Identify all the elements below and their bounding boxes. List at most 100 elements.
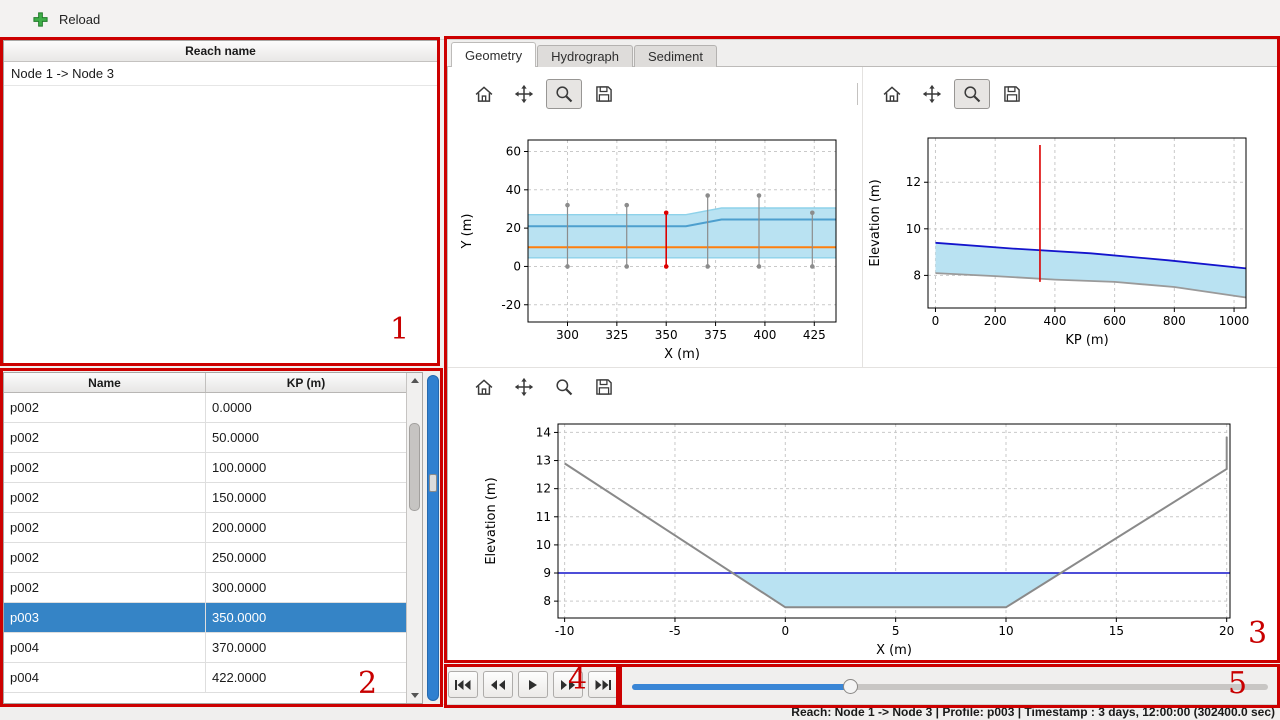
cell-profile-kp[interactable]: 370.0000: [212, 640, 267, 655]
cell-profile-kp[interactable]: 350.0000: [212, 610, 267, 625]
profile-table-row[interactable]: p002 100.0000: [4, 453, 406, 483]
profile-table-row[interactable]: p002 0.0000: [4, 393, 406, 423]
save-button[interactable]: [586, 372, 622, 402]
vertical-position-slider[interactable]: [427, 375, 439, 701]
profile-table-row[interactable]: p002 200.0000: [4, 513, 406, 543]
playback-controls: [448, 671, 618, 698]
fast-forward-icon: [561, 679, 575, 690]
svg-text:200: 200: [984, 314, 1007, 328]
cell-profile-kp[interactable]: 150.0000: [212, 490, 267, 505]
plan-view-chart[interactable]: 300 325 350 375 400 425 -20 0 20 40 60 X (m) Y (m): [456, 116, 862, 366]
timeline-handle[interactable]: [842, 679, 858, 694]
save-icon: [1004, 86, 1020, 102]
zoom-button[interactable]: [546, 372, 582, 402]
skip-end-icon: [595, 679, 611, 690]
timeline-track[interactable]: [632, 684, 1268, 690]
tab-hydrograph[interactable]: Hydrograph: [537, 45, 634, 67]
home-icon: [475, 379, 493, 395]
cell-profile-name[interactable]: p004: [4, 633, 206, 662]
magnifier-icon: [556, 379, 573, 396]
profile-table-row[interactable]: p003 350.0000: [4, 603, 406, 633]
profile-table-row[interactable]: p002 300.0000: [4, 573, 406, 603]
pan-arrows-icon: [514, 84, 534, 104]
reach-list-item[interactable]: Node 1 -> Node 3: [4, 62, 437, 86]
svg-text:11: 11: [536, 510, 551, 524]
profile-table-row[interactable]: p004 370.0000: [4, 633, 406, 663]
pan-button[interactable]: [914, 79, 950, 109]
svg-text:800: 800: [1163, 314, 1186, 328]
play-icon: [529, 679, 537, 690]
svg-text:Elevation (m): Elevation (m): [868, 179, 883, 266]
long-profile-chart[interactable]: 0 200 400 600 800 1000 8 10 12 KP (m) Elevation (m…: [864, 116, 1266, 356]
home-button[interactable]: [466, 372, 502, 402]
cell-profile-name[interactable]: p002: [4, 483, 206, 512]
cell-profile-name[interactable]: p002: [4, 513, 206, 542]
svg-text:0: 0: [781, 624, 789, 638]
svg-text:300: 300: [556, 328, 579, 342]
scrollbar-up-button[interactable]: [407, 373, 422, 388]
skip-to-end-button[interactable]: [588, 671, 618, 698]
tab-sediment[interactable]: Sediment: [634, 45, 717, 67]
plan-figure-toolbar: [466, 79, 622, 109]
cell-profile-kp[interactable]: 0.0000: [212, 400, 252, 415]
cell-profile-kp[interactable]: 200.0000: [212, 520, 267, 535]
svg-text:-10: -10: [555, 624, 575, 638]
cell-profile-kp[interactable]: 100.0000: [212, 460, 267, 475]
svg-text:12: 12: [536, 482, 551, 496]
tab-geometry[interactable]: Geometry: [451, 42, 537, 67]
scrollbar-down-button[interactable]: [407, 688, 422, 703]
home-icon: [883, 86, 901, 102]
home-icon: [475, 86, 493, 102]
pan-button[interactable]: [506, 372, 542, 402]
table-scrollbar[interactable]: [406, 373, 422, 703]
save-button[interactable]: [994, 79, 1030, 109]
cell-profile-name[interactable]: p002: [4, 573, 206, 602]
svg-text:400: 400: [1043, 314, 1066, 328]
play-button[interactable]: [518, 671, 548, 698]
svg-text:15: 15: [1109, 624, 1124, 638]
triangle-down-icon: [410, 693, 419, 698]
svg-text:9: 9: [543, 566, 551, 580]
svg-text:Y (m): Y (m): [460, 214, 475, 250]
svg-text:60: 60: [506, 144, 521, 158]
cell-profile-kp[interactable]: 300.0000: [212, 580, 267, 595]
scrollbar-handle[interactable]: [409, 423, 420, 511]
svg-text:8: 8: [913, 268, 921, 282]
cell-profile-kp[interactable]: 50.0000: [212, 430, 259, 445]
profile-table-row[interactable]: p004 422.0000: [4, 663, 406, 693]
magnifier-icon: [964, 86, 981, 103]
cell-profile-name[interactable]: p002: [4, 393, 206, 422]
pan-button[interactable]: [506, 79, 542, 109]
step-forward-button[interactable]: [553, 671, 583, 698]
svg-text:KP (m): KP (m): [1065, 333, 1108, 348]
save-button[interactable]: [586, 79, 622, 109]
cell-profile-name[interactable]: p002: [4, 453, 206, 482]
zoom-button[interactable]: [954, 79, 990, 109]
cell-profile-name[interactable]: p003: [4, 603, 206, 632]
svg-text:5: 5: [892, 624, 900, 638]
svg-text:X (m): X (m): [876, 643, 912, 658]
reload-button[interactable]: Reload: [24, 7, 108, 32]
profile-table-row[interactable]: p002 50.0000: [4, 423, 406, 453]
cell-profile-kp[interactable]: 422.0000: [212, 670, 267, 685]
home-button[interactable]: [466, 79, 502, 109]
timeline-slider[interactable]: [632, 679, 1268, 694]
cell-profile-name[interactable]: p004: [4, 663, 206, 692]
chart-tabs: Geometry Hydrograph Sediment: [451, 42, 717, 67]
profile-table-row[interactable]: p002 250.0000: [4, 543, 406, 573]
cell-profile-name[interactable]: p002: [4, 543, 206, 572]
step-back-button[interactable]: [483, 671, 513, 698]
svg-text:X (m): X (m): [664, 347, 700, 362]
home-button[interactable]: [874, 79, 910, 109]
zoom-button[interactable]: [546, 79, 582, 109]
cell-profile-name[interactable]: p002: [4, 423, 206, 452]
status-bar: Reach: Node 1 -> Node 3 | Profile: p003 …: [0, 704, 1280, 720]
skip-to-start-button[interactable]: [448, 671, 478, 698]
cross-section-chart[interactable]: -10 -5 0 5 10 15 20 8 9 10 11 12 13 14 X (m) Elevation …: [480, 406, 1238, 662]
cell-profile-kp[interactable]: 250.0000: [212, 550, 267, 565]
reach-list: Node 1 -> Node 3: [4, 62, 437, 86]
vertical-slider-handle[interactable]: [429, 474, 437, 492]
profile-table-row[interactable]: p002 150.0000: [4, 483, 406, 513]
profile-table-body: p002 0.0000 p002 50.0000 p002 100.0000 p002 150…: [4, 393, 406, 693]
svg-text:Elevation (m): Elevation (m): [484, 477, 499, 564]
